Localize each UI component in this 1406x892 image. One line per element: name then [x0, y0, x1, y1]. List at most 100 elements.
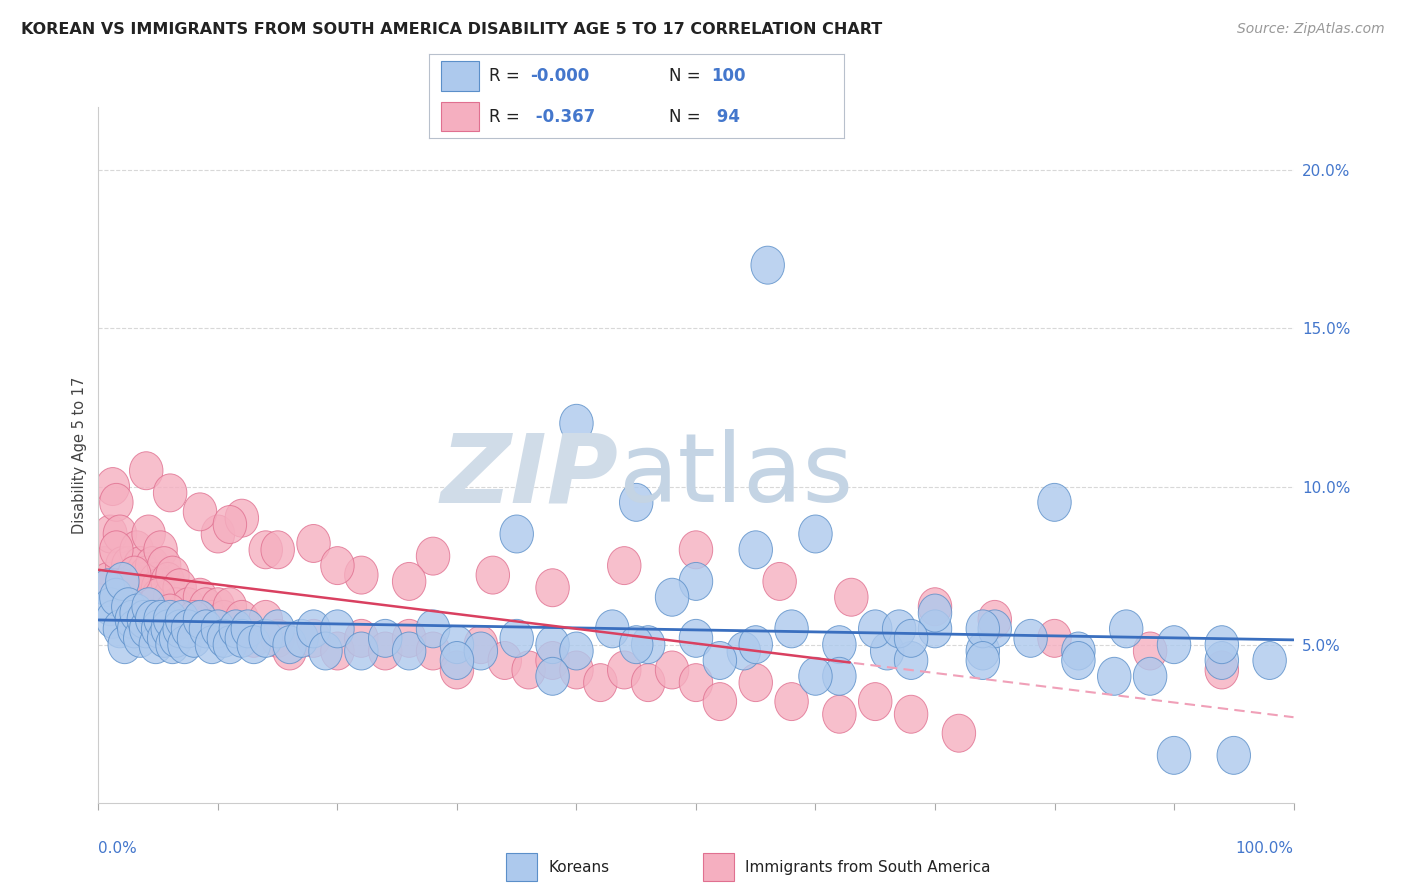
- Ellipse shape: [679, 563, 713, 600]
- Ellipse shape: [105, 569, 139, 607]
- Ellipse shape: [775, 610, 808, 648]
- Ellipse shape: [859, 682, 891, 721]
- Ellipse shape: [823, 695, 856, 733]
- Ellipse shape: [100, 531, 134, 569]
- Ellipse shape: [262, 610, 294, 648]
- Ellipse shape: [105, 563, 139, 600]
- Ellipse shape: [111, 547, 145, 584]
- Text: 100: 100: [711, 67, 745, 85]
- Ellipse shape: [416, 632, 450, 670]
- Ellipse shape: [177, 619, 211, 657]
- Ellipse shape: [190, 588, 222, 625]
- Ellipse shape: [135, 547, 169, 584]
- Ellipse shape: [321, 610, 354, 648]
- Ellipse shape: [105, 547, 139, 584]
- Ellipse shape: [249, 531, 283, 569]
- Ellipse shape: [870, 632, 904, 670]
- Ellipse shape: [1062, 641, 1095, 680]
- Ellipse shape: [177, 600, 211, 639]
- Ellipse shape: [135, 600, 169, 639]
- Ellipse shape: [129, 451, 163, 490]
- Text: ZIP: ZIP: [440, 429, 619, 523]
- Ellipse shape: [285, 619, 318, 657]
- Ellipse shape: [129, 556, 163, 594]
- Ellipse shape: [190, 610, 222, 648]
- Ellipse shape: [536, 657, 569, 695]
- Ellipse shape: [219, 610, 253, 648]
- Text: N =: N =: [669, 108, 706, 126]
- Ellipse shape: [727, 632, 761, 670]
- Ellipse shape: [1157, 625, 1191, 664]
- Ellipse shape: [1133, 657, 1167, 695]
- Ellipse shape: [153, 578, 187, 616]
- Ellipse shape: [655, 651, 689, 689]
- Ellipse shape: [115, 563, 149, 600]
- Ellipse shape: [249, 600, 283, 639]
- Ellipse shape: [142, 569, 174, 607]
- Ellipse shape: [942, 714, 976, 752]
- Ellipse shape: [918, 588, 952, 625]
- Ellipse shape: [103, 610, 136, 648]
- Ellipse shape: [153, 594, 187, 632]
- Ellipse shape: [835, 578, 868, 616]
- Ellipse shape: [225, 619, 259, 657]
- Ellipse shape: [392, 563, 426, 600]
- Text: Source: ZipAtlas.com: Source: ZipAtlas.com: [1237, 22, 1385, 37]
- Ellipse shape: [100, 483, 134, 521]
- Ellipse shape: [368, 619, 402, 657]
- Ellipse shape: [297, 524, 330, 563]
- Ellipse shape: [392, 619, 426, 657]
- Ellipse shape: [416, 537, 450, 575]
- Ellipse shape: [225, 600, 259, 639]
- Ellipse shape: [108, 578, 142, 616]
- Text: KOREAN VS IMMIGRANTS FROM SOUTH AMERICA DISABILITY AGE 5 TO 17 CORRELATION CHART: KOREAN VS IMMIGRANTS FROM SOUTH AMERICA …: [21, 22, 883, 37]
- Ellipse shape: [262, 531, 294, 569]
- Ellipse shape: [103, 515, 136, 553]
- Ellipse shape: [1205, 625, 1239, 664]
- Ellipse shape: [142, 610, 174, 648]
- Ellipse shape: [1038, 619, 1071, 657]
- Ellipse shape: [751, 246, 785, 285]
- Text: 100.0%: 100.0%: [1236, 841, 1294, 856]
- Ellipse shape: [124, 547, 157, 584]
- Ellipse shape: [156, 625, 190, 664]
- Text: 0.0%: 0.0%: [98, 841, 138, 856]
- Text: atlas: atlas: [619, 429, 853, 523]
- Ellipse shape: [859, 610, 891, 648]
- Ellipse shape: [321, 632, 354, 670]
- Ellipse shape: [763, 563, 796, 600]
- Ellipse shape: [620, 625, 652, 664]
- Ellipse shape: [344, 619, 378, 657]
- Ellipse shape: [440, 651, 474, 689]
- Ellipse shape: [139, 563, 173, 600]
- Ellipse shape: [679, 619, 713, 657]
- Text: Koreans: Koreans: [548, 860, 609, 874]
- Ellipse shape: [620, 483, 652, 521]
- Ellipse shape: [477, 556, 509, 594]
- Ellipse shape: [1038, 483, 1071, 521]
- Ellipse shape: [249, 619, 283, 657]
- Text: R =: R =: [489, 67, 524, 85]
- Ellipse shape: [1205, 651, 1239, 689]
- Ellipse shape: [150, 610, 184, 648]
- Ellipse shape: [163, 569, 197, 607]
- Ellipse shape: [166, 600, 198, 639]
- Ellipse shape: [167, 625, 201, 664]
- Ellipse shape: [488, 641, 522, 680]
- FancyBboxPatch shape: [441, 102, 478, 131]
- Ellipse shape: [1109, 610, 1143, 648]
- Ellipse shape: [120, 594, 153, 632]
- Ellipse shape: [148, 619, 181, 657]
- Ellipse shape: [1098, 657, 1130, 695]
- Y-axis label: Disability Age 5 to 17: Disability Age 5 to 17: [72, 376, 87, 533]
- Ellipse shape: [703, 641, 737, 680]
- Ellipse shape: [966, 632, 1000, 670]
- Ellipse shape: [596, 610, 628, 648]
- Ellipse shape: [183, 578, 217, 616]
- Ellipse shape: [583, 664, 617, 702]
- Ellipse shape: [740, 664, 772, 702]
- FancyBboxPatch shape: [441, 62, 478, 91]
- Ellipse shape: [679, 664, 713, 702]
- Ellipse shape: [501, 619, 533, 657]
- Ellipse shape: [823, 625, 856, 664]
